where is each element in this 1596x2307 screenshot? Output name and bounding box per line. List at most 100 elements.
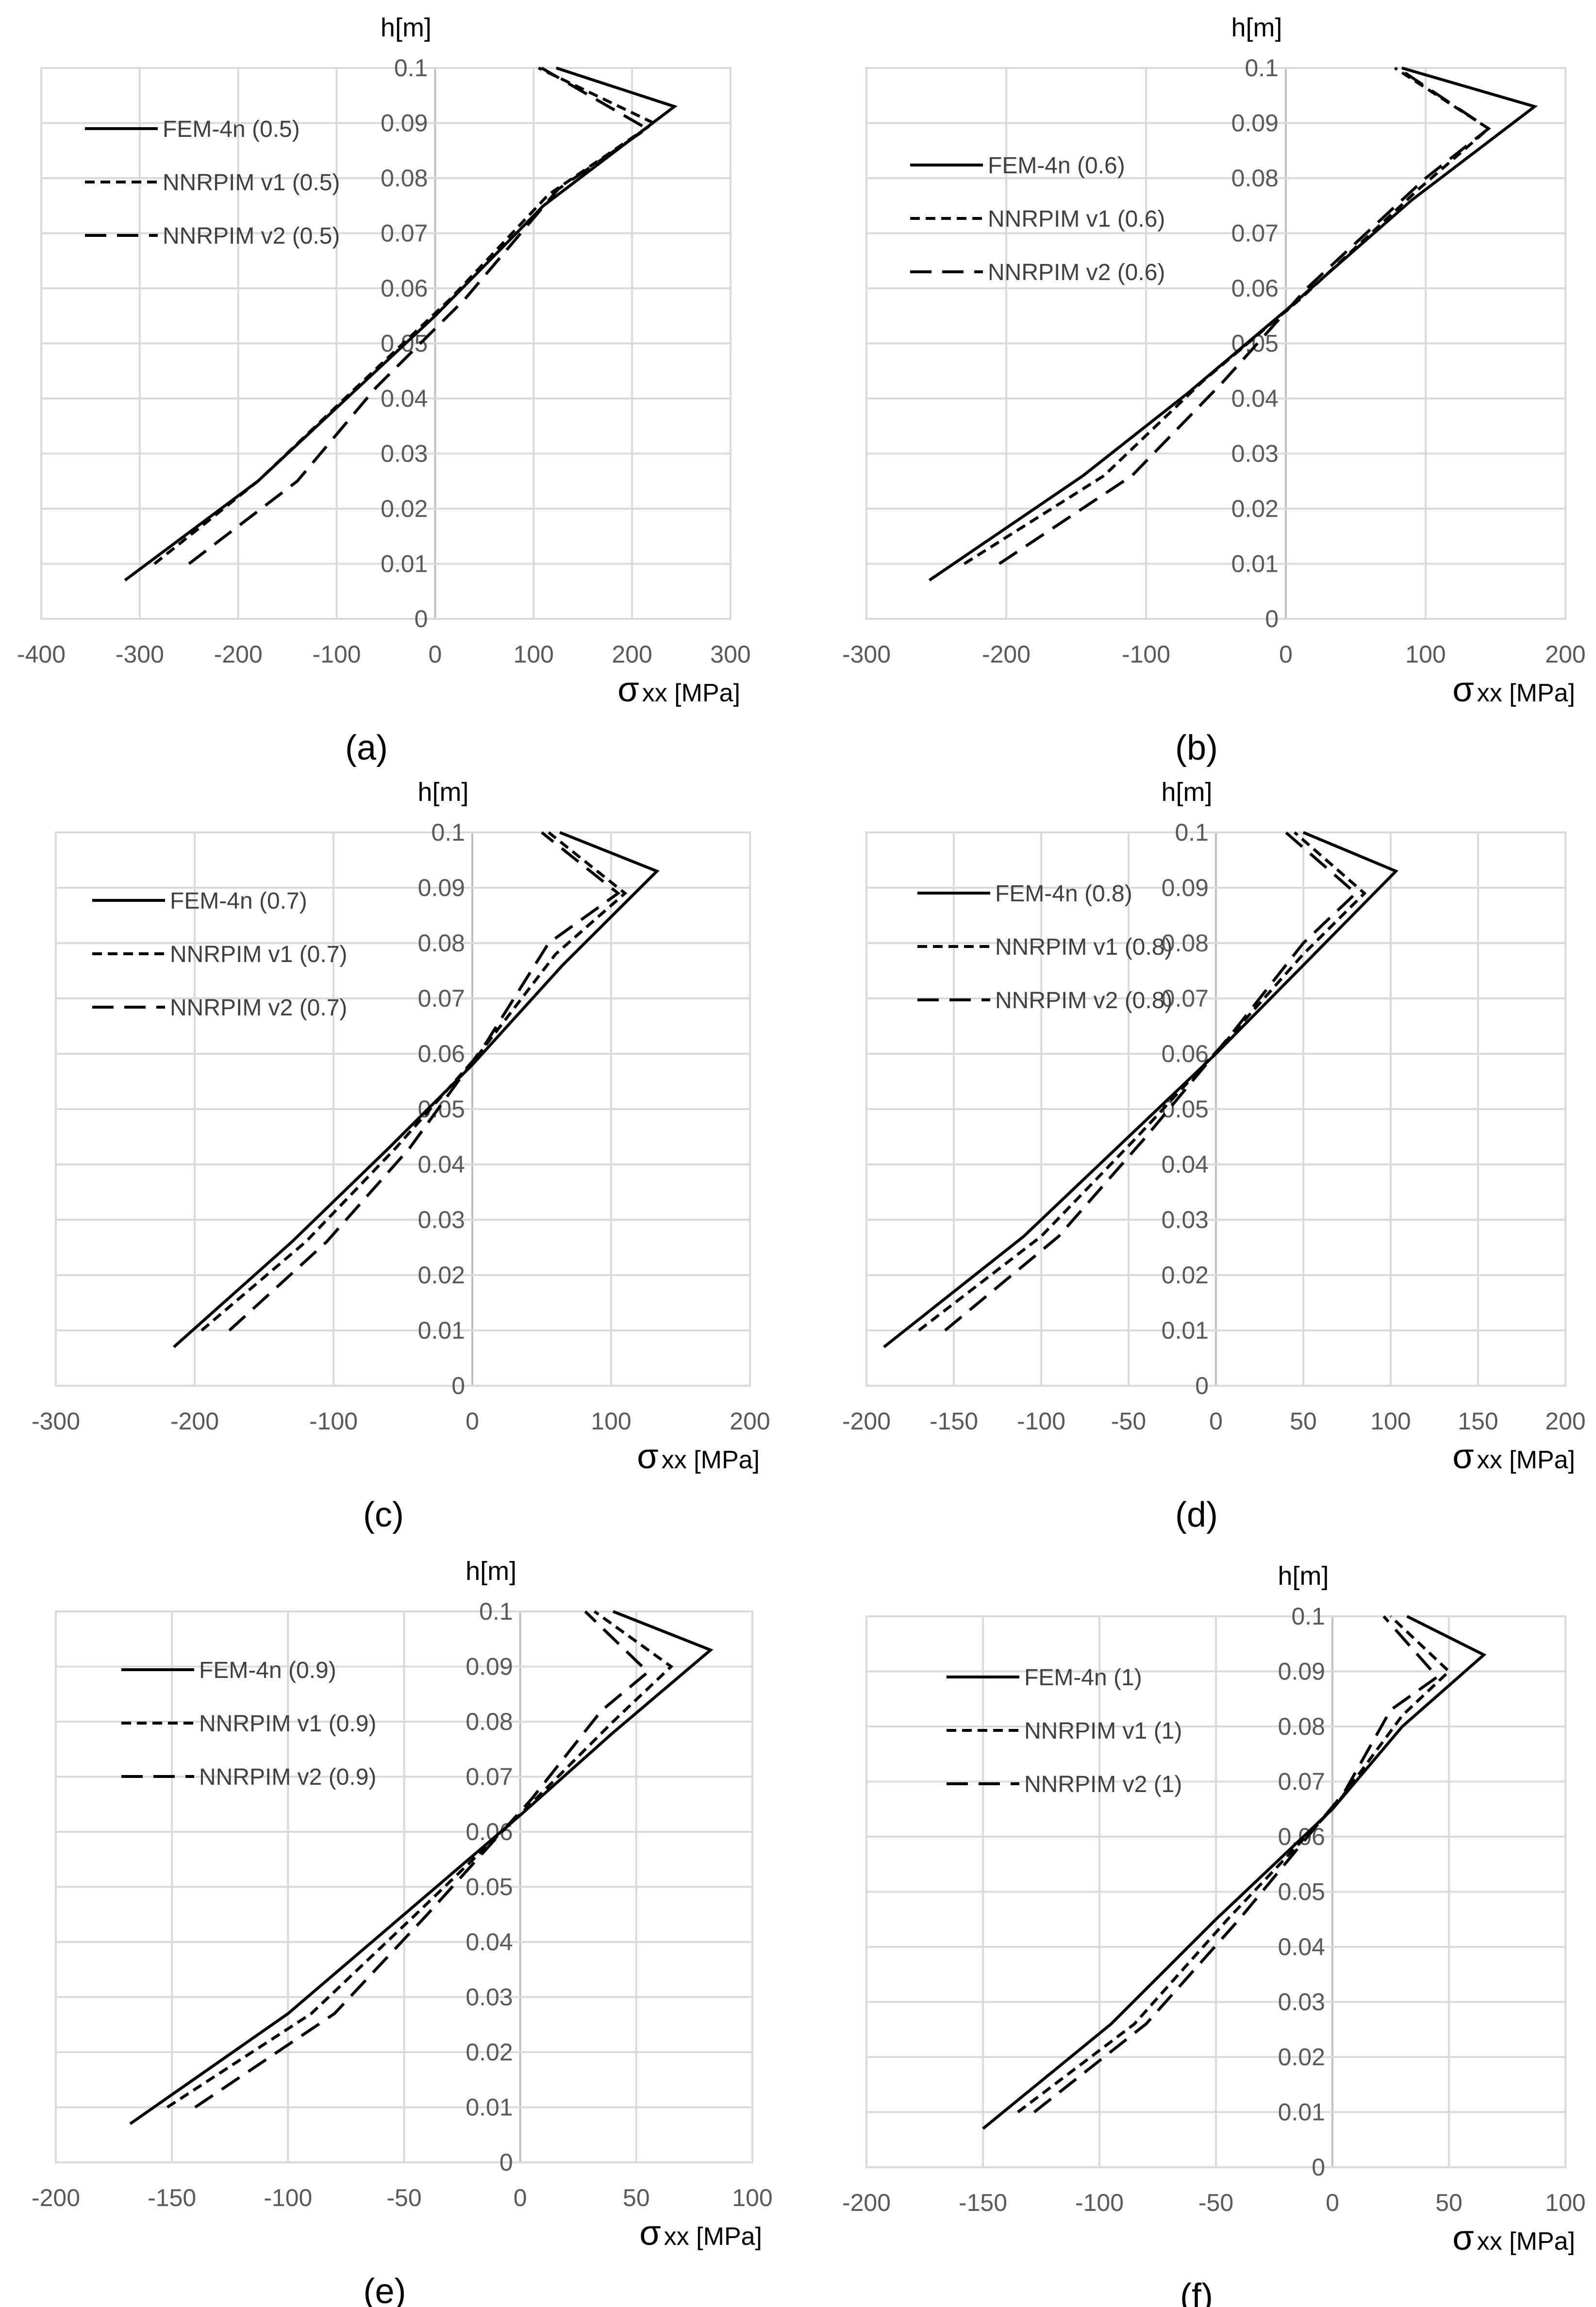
x-tick-label: -100 bbox=[264, 2184, 312, 2211]
y-tick-label: 0.02 bbox=[418, 1261, 465, 1289]
y-tick-label: 0.1 bbox=[479, 1598, 513, 1625]
x-axis-title: σ xx [MPa] bbox=[1452, 670, 1575, 709]
y-tick-label: 0.07 bbox=[418, 985, 465, 1012]
x-axis-title-rest: xx [MPa] bbox=[1477, 2227, 1575, 2256]
x-axis-title-symbol: σ bbox=[637, 1437, 658, 1476]
y-tick-label: 0.08 bbox=[1162, 929, 1209, 957]
x-axis-title-rest: xx [MPa] bbox=[664, 2223, 762, 2251]
legend-entry-label: FEM-4n (0.6) bbox=[988, 153, 1125, 179]
x-axis-title-rest: xx [MPa] bbox=[1477, 679, 1575, 707]
chart-panel-d: -200 -150 -100 -50 0 50 100 150 200 0 0.01 0.02 0.03… bbox=[842, 778, 1586, 1534]
y-axis-title: h[m] bbox=[1278, 1561, 1329, 1591]
legend-entry-label: NNRPIM v2 (0.8) bbox=[995, 988, 1172, 1013]
legend-entry-label: NNRPIM v1 (0.6) bbox=[988, 206, 1165, 232]
series-line-solid bbox=[982, 1615, 1487, 2130]
series-line-dotted bbox=[200, 831, 628, 1332]
series-line-dashed bbox=[998, 66, 1491, 565]
x-tick-label: 200 bbox=[612, 641, 652, 668]
x-tick-label: 50 bbox=[1290, 1408, 1317, 1435]
x-axis-title: σ xx [MPa] bbox=[639, 2214, 762, 2253]
series-line-dashed bbox=[194, 1610, 650, 2108]
y-tick-label: 0.06 bbox=[1231, 275, 1279, 302]
y-tick-label: 0.04 bbox=[1278, 1933, 1325, 1960]
y-tick-label: 0.04 bbox=[1162, 1151, 1209, 1178]
y-tick-label: 0 bbox=[415, 605, 428, 632]
x-axis-title-rest: xx [MPa] bbox=[1477, 1446, 1575, 1474]
series-line-solid bbox=[883, 831, 1399, 1348]
y-tick-label: 0.02 bbox=[1231, 495, 1279, 522]
x-tick-label: -150 bbox=[148, 2184, 196, 2211]
legend-entry-label: NNRPIM v1 (0.7) bbox=[170, 942, 347, 967]
y-tick-label: 0.09 bbox=[1231, 110, 1279, 137]
x-tick-label: -100 bbox=[1075, 2189, 1124, 2216]
y-tick-label: 0.03 bbox=[1278, 1989, 1325, 2016]
panel-label: (c) bbox=[363, 1495, 404, 1534]
y-tick-label: 0.03 bbox=[1231, 440, 1279, 467]
y-tick-label: 0 bbox=[1195, 1372, 1209, 1399]
x-tick-label: -200 bbox=[214, 641, 263, 668]
y-tick-label: 0.01 bbox=[1231, 550, 1279, 578]
y-tick-label: 0.06 bbox=[1162, 1040, 1209, 1067]
y-axis-title: h[m] bbox=[381, 13, 432, 42]
y-tick-label: 0.04 bbox=[1231, 385, 1279, 412]
y-tick-label: 0.01 bbox=[418, 1317, 465, 1344]
x-axis-title: σ xx [MPa] bbox=[637, 1437, 760, 1476]
x-axis-title-symbol: σ bbox=[639, 2214, 661, 2253]
y-tick-label: 0.07 bbox=[1278, 1768, 1325, 1795]
series-line-dashed bbox=[188, 66, 650, 565]
x-tick-label: -300 bbox=[32, 1408, 80, 1435]
x-tick-label: -100 bbox=[1122, 641, 1170, 668]
legend-entry-label: NNRPIM v2 (0.9) bbox=[199, 1764, 376, 1790]
x-axis-title-rest: xx [MPa] bbox=[642, 679, 740, 707]
legend: FEM-4n (1) NNRPIM v1 (1) NNRPIM v2 (1) bbox=[947, 1665, 1182, 1797]
y-tick-label: 0.1 bbox=[431, 819, 465, 846]
x-tick-label: 100 bbox=[591, 1408, 631, 1435]
series-line-solid bbox=[173, 831, 660, 1348]
legend-entry-label: FEM-4n (1) bbox=[1024, 1665, 1142, 1691]
y-tick-label: 0.08 bbox=[1231, 165, 1279, 192]
y-tick-label: 0.09 bbox=[418, 874, 465, 901]
x-tick-label: 200 bbox=[1545, 641, 1585, 668]
chart-panel-b: -300 -200 -100 0 100 200 0 0.01 0.02 0.03 0.04 0.05… bbox=[842, 13, 1586, 767]
series-line-dotted bbox=[166, 1610, 674, 2109]
x-tick-label: 0 bbox=[514, 2184, 527, 2211]
x-tick-label: 150 bbox=[1458, 1408, 1498, 1435]
y-tick-label: 0.03 bbox=[418, 1206, 465, 1233]
x-tick-label: 100 bbox=[514, 641, 554, 668]
y-tick-label: 0.03 bbox=[381, 440, 428, 467]
y-tick-label: 0.08 bbox=[418, 929, 465, 957]
x-tick-label: 200 bbox=[730, 1408, 770, 1435]
x-tick-label: 50 bbox=[1435, 2189, 1463, 2216]
legend-entry-label: NNRPIM v2 (0.7) bbox=[170, 995, 347, 1021]
y-tick-label: 0.07 bbox=[466, 1763, 513, 1791]
legend-entry-label: NNRPIM v1 (0.8) bbox=[995, 934, 1172, 960]
panel-label: (b) bbox=[1175, 729, 1218, 767]
x-tick-label: -100 bbox=[309, 1408, 358, 1435]
y-tick-label: 0.07 bbox=[1231, 220, 1279, 247]
series-line-dashed bbox=[944, 831, 1358, 1332]
y-tick-label: 0 bbox=[1265, 605, 1279, 632]
x-axis-title-symbol: σ bbox=[1452, 1437, 1474, 1476]
y-tick-label: 0.02 bbox=[466, 2039, 513, 2066]
y-tick-label: 0.06 bbox=[418, 1040, 465, 1067]
y-tick-label: 0.02 bbox=[381, 495, 428, 522]
x-tick-label: 100 bbox=[1545, 2189, 1585, 2216]
y-tick-label: 0.1 bbox=[1175, 819, 1209, 846]
legend-entry-label: FEM-4n (0.5) bbox=[163, 116, 300, 142]
x-axis-title-symbol: σ bbox=[1452, 670, 1474, 709]
y-tick-label: 0.09 bbox=[381, 110, 428, 137]
x-tick-label: 300 bbox=[710, 641, 750, 668]
x-tick-label: -300 bbox=[842, 641, 891, 668]
y-axis-title: h[m] bbox=[466, 1557, 516, 1586]
x-tick-label: 100 bbox=[1405, 641, 1446, 668]
y-tick-label: 0.01 bbox=[1162, 1317, 1209, 1344]
x-tick-label: 200 bbox=[1545, 1408, 1585, 1435]
y-tick-label: 0.09 bbox=[1278, 1658, 1325, 1685]
y-tick-label: 0.09 bbox=[466, 1653, 513, 1680]
y-tick-label: 0.06 bbox=[381, 275, 428, 302]
x-tick-label: -200 bbox=[32, 2184, 80, 2211]
series-line-solid bbox=[129, 1610, 714, 2125]
legend-entry-label: NNRPIM v2 (0.6) bbox=[988, 260, 1165, 285]
y-tick-label: 0 bbox=[451, 1372, 465, 1399]
